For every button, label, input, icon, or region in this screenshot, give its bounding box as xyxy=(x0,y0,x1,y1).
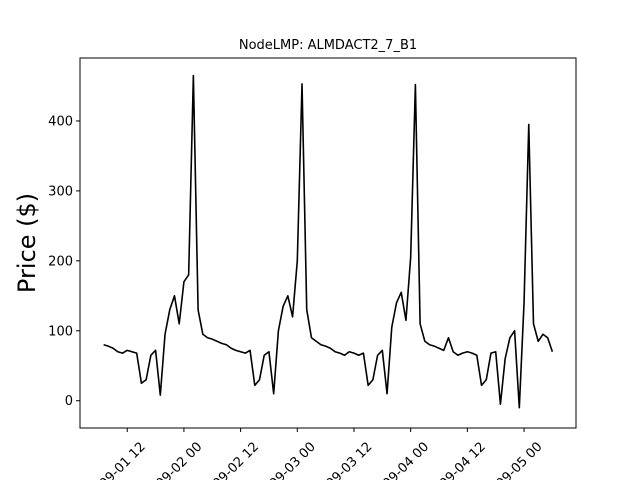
y-tick-label: 100 xyxy=(48,324,73,339)
y-tick-label: 200 xyxy=(48,254,73,269)
chart-title: NodeLMP: ALMDACT2_7_B1 xyxy=(239,38,417,53)
y-tick-label: 0 xyxy=(65,394,73,409)
y-tick-label: 400 xyxy=(48,114,73,129)
y-tick-label: 300 xyxy=(48,184,73,199)
price-line xyxy=(103,74,554,409)
plot-frame xyxy=(79,57,577,429)
y-axis-label: Price ($) xyxy=(13,193,41,293)
